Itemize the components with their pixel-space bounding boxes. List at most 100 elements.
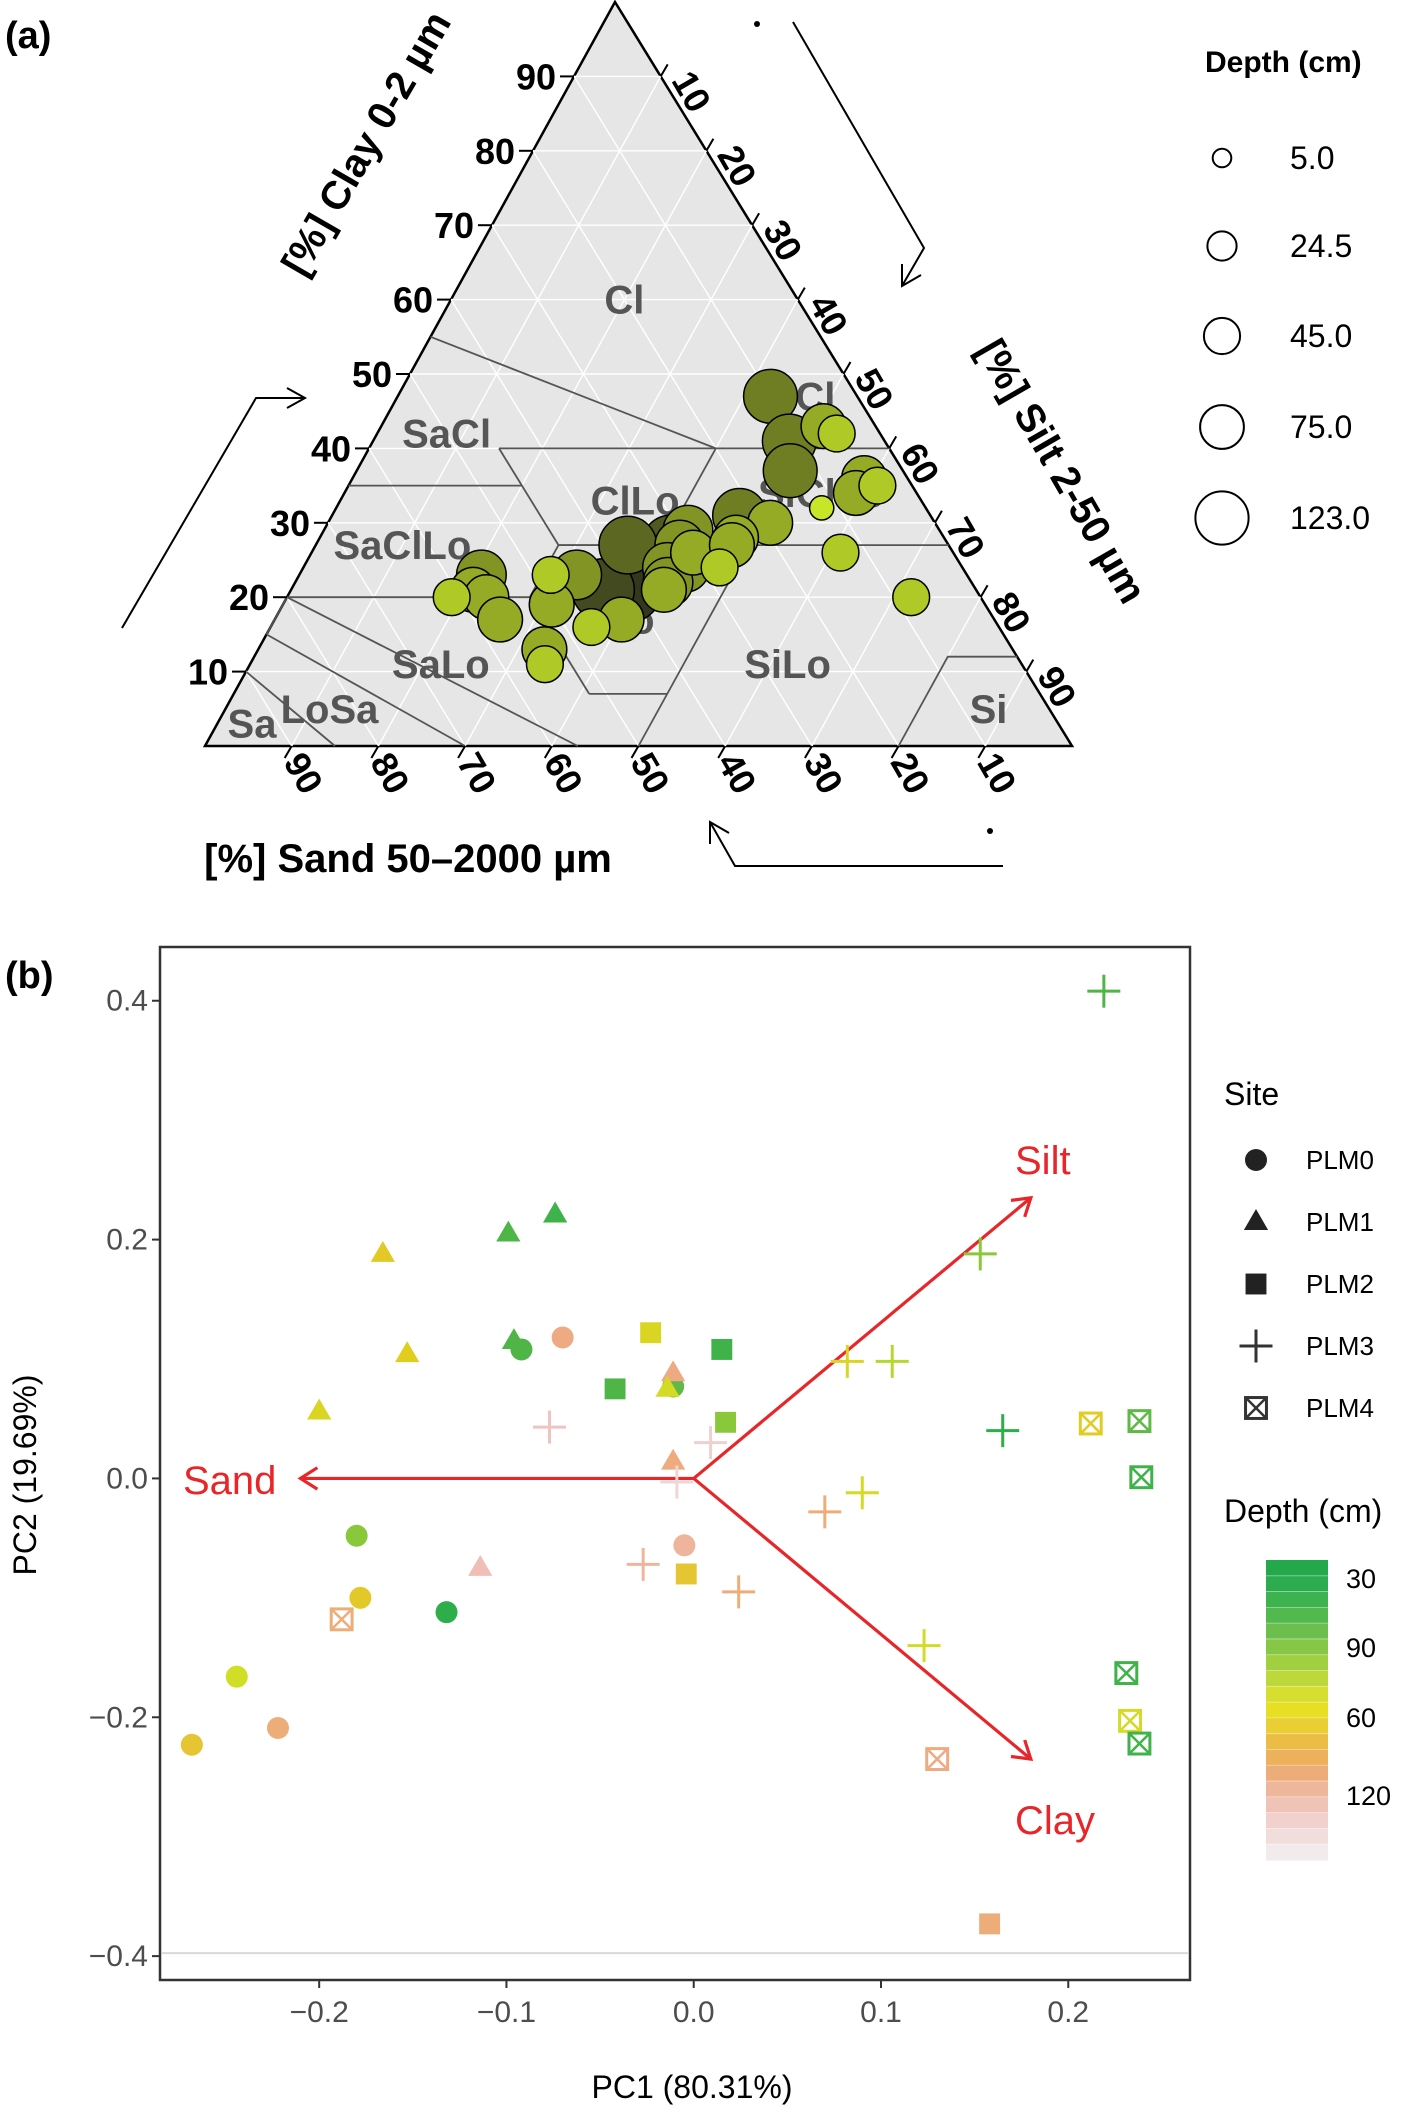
- region-label-silo: SiLo: [744, 643, 831, 687]
- panel-a-label: (a): [5, 15, 51, 57]
- pca-point-plm4: [1129, 1465, 1154, 1490]
- depth-color-legend: Depth (cm) 30 90 60 120: [1224, 1493, 1391, 1861]
- site-legend-key-plm4: [1244, 1396, 1268, 1420]
- pca-point-plm1: [655, 1375, 680, 1397]
- sand-tick-mark: [370, 745, 380, 759]
- sand-tick-mark: [804, 745, 813, 759]
- sand-tick-mark: [890, 745, 900, 759]
- y-tick-label: −0.4: [89, 1940, 148, 1973]
- region-label-sacllo: SaClLo: [334, 524, 472, 568]
- depth-legend-label-1: 5.0: [1290, 140, 1334, 176]
- ternary-point: [762, 443, 818, 499]
- pca-point-plm1: [543, 1201, 568, 1223]
- sand-tick-label: 50: [623, 746, 679, 801]
- region-label-cl: Cl: [604, 279, 644, 323]
- colorbar-band: [1266, 1686, 1328, 1703]
- pca-biplot: −0.2 −0.1 0.0 0.1 0.2 0.4 0.2 0.0 −0.2 −0.4 Sand…: [7, 945, 1192, 2105]
- colorbar-label-4: 120: [1346, 1781, 1391, 1811]
- colorbar-band: [1266, 1654, 1328, 1672]
- axis-title-silt: [%] Silt 2-50 µm: [968, 332, 1154, 611]
- pca-point-plm0: [225, 1665, 248, 1688]
- pca-point-plm3: [1087, 974, 1121, 1008]
- pca-y-ticks: 0.4 0.2 0.0 −0.2 −0.4: [89, 985, 160, 1973]
- clay-tick-label: 10: [188, 652, 228, 693]
- sand-tick-mark: [543, 745, 553, 759]
- colorbar-band: [1266, 1812, 1328, 1829]
- site-legend-label-plm2: PLM2: [1306, 1269, 1374, 1299]
- colorbar-label-1: 30: [1346, 1564, 1376, 1594]
- loading-vector-silt: [692, 1196, 1032, 1480]
- clay-tick-label: 70: [434, 205, 474, 246]
- y-tick-label: 0.2: [106, 1224, 148, 1257]
- sand-tick-mark: [717, 745, 727, 759]
- sand-tick-mark: [630, 745, 640, 759]
- clay-tick-label: 80: [475, 131, 515, 172]
- pca-point-plm2: [640, 1322, 662, 1344]
- site-legend-label-plm0: PLM0: [1306, 1145, 1374, 1175]
- ternary-point: [808, 495, 835, 521]
- pca-point-plm0: [349, 1586, 372, 1609]
- depth-legend-label-4: 75.0: [1290, 409, 1352, 445]
- colorbar-band: [1266, 1638, 1328, 1656]
- pca-point-plm4: [329, 1607, 354, 1632]
- clay-arrowhead: [286, 387, 308, 409]
- pca-point-plm1: [307, 1398, 332, 1420]
- silt-tick-mark: [751, 212, 760, 226]
- colorbar-label-3: 60: [1346, 1703, 1376, 1733]
- sand-tick-mark: [283, 745, 293, 759]
- pca-x-axis-title: PC1 (80.31%): [592, 2069, 793, 2105]
- axis-title-sand: [%] Sand 50–2000 µm: [204, 837, 612, 881]
- pca-point-plm2: [715, 1411, 737, 1433]
- y-tick-label: −0.2: [89, 1701, 148, 1734]
- panel-b-label: (b): [5, 955, 54, 997]
- corner-dot: [754, 21, 760, 27]
- ternary-point: [572, 607, 611, 647]
- silt-direction-arrow: [792, 21, 926, 287]
- colorbar-band: [1266, 1796, 1328, 1814]
- pca-loading-vectors: [297, 1195, 1034, 1761]
- pca-point-plm2: [675, 1563, 697, 1585]
- colorbar-band: [1266, 1844, 1328, 1861]
- site-legend-label-plm1: PLM1: [1306, 1207, 1374, 1237]
- site-legend-key-plm3: [1239, 1329, 1273, 1363]
- colorbar-band: [1266, 1717, 1328, 1735]
- pca-point-plm1: [496, 1220, 521, 1242]
- silt-tick-mark: [796, 287, 806, 301]
- pca-x-ticks: −0.2 −0.1 0.0 0.1 0.2: [290, 1980, 1089, 2029]
- silt-tick-mark: [888, 435, 898, 449]
- pca-point-plm3: [963, 1237, 997, 1271]
- sand-tick-label: 70: [449, 746, 505, 801]
- colorbar-band: [1266, 1623, 1328, 1640]
- region-label-sa: Sa: [228, 703, 278, 747]
- depth-legend-label-3: 45.0: [1290, 318, 1352, 354]
- sand-tick-mark: [457, 745, 466, 759]
- x-tick-label: −0.2: [290, 1996, 349, 2029]
- pca-point-plm4: [1118, 1708, 1143, 1733]
- ternary-point: [525, 645, 565, 684]
- pca-point-plm0: [673, 1534, 696, 1557]
- region-label-losa: LoSa: [281, 688, 380, 732]
- pca-point-plm1: [661, 1360, 686, 1382]
- pca-point-plm1: [468, 1555, 493, 1576]
- site-legend-key-plm1: [1243, 1209, 1269, 1230]
- ternary-point: [892, 578, 931, 617]
- sand-arrowhead: [709, 820, 730, 844]
- ternary-point: [432, 578, 471, 617]
- colorbar-band: [1266, 1575, 1328, 1593]
- pca-point-plm0: [551, 1326, 574, 1349]
- grid-line-sand: [245, 671, 293, 747]
- silt-tick-mark: [659, 63, 669, 77]
- texture-class-boundary: [286, 596, 579, 747]
- vector-arrowhead: [1010, 1195, 1034, 1218]
- clay-direction-arrow: [121, 397, 305, 629]
- site-legend-label-plm3: PLM3: [1306, 1331, 1374, 1361]
- silt-tick-mark: [934, 510, 943, 524]
- pca-point-plm4: [1127, 1731, 1152, 1756]
- site-legend: Site PLM0 PLM1 PLM2 PLM3 PLM4: [1224, 1076, 1374, 1423]
- x-tick-label: 0.2: [1047, 1996, 1089, 2029]
- site-legend-label-plm4: PLM4: [1306, 1393, 1374, 1423]
- ternary-point: [821, 533, 860, 572]
- texture-class-boundary: [897, 655, 1018, 747]
- colorbar-band: [1266, 1765, 1328, 1782]
- site-legend-key-plm0: [1245, 1149, 1267, 1171]
